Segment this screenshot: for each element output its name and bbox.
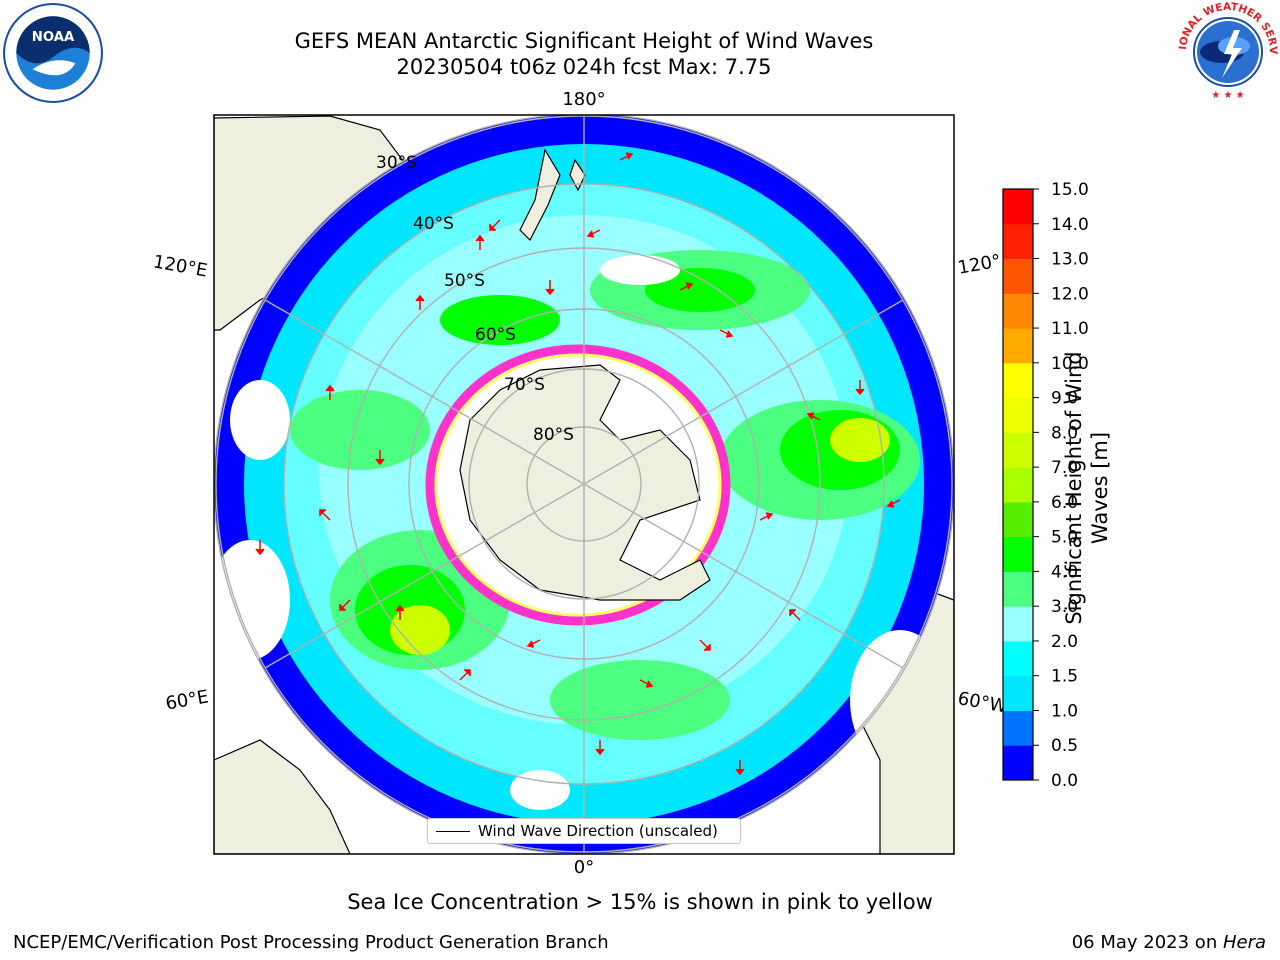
africa-land: [214, 739, 351, 854]
colorbar: [1003, 189, 1033, 781]
lon-label-180: 180°: [562, 89, 605, 110]
colorbar-tick-label: 6.0: [1051, 493, 1078, 513]
lon-label-60w: 60°W: [956, 688, 1009, 717]
colorbar-tick-label: 11.0: [1051, 319, 1089, 339]
colorbar-tick-label: 1.5: [1051, 667, 1078, 687]
colorbar-segment: [1003, 223, 1033, 260]
colorbar-segment: [1003, 745, 1033, 781]
colorbar-tick-label: 2.0: [1051, 632, 1078, 652]
colorbar-segment: [1003, 571, 1033, 607]
footer-machine: Hera: [1222, 932, 1266, 953]
noaa-logo-icon: NOAA: [3, 3, 103, 103]
colorbar-segment: [1003, 293, 1033, 329]
colorbar-tick-label: 0.0: [1051, 771, 1078, 791]
lat-label-40s: 40°S: [413, 214, 454, 234]
colorbar-segment: [1003, 467, 1033, 503]
chart-subtitle-forecast: 20230504 t06z 024h fcst Max: 7.75: [396, 55, 772, 79]
footer-date: 06 May 2023 on Hera: [1072, 932, 1266, 953]
colorbar-tick-label: 12.0: [1051, 284, 1089, 304]
lon-label-60e: 60°E: [164, 686, 210, 714]
colorbar-tick-label: 5.0: [1051, 528, 1078, 548]
colorbar-segment: [1003, 397, 1033, 433]
legend-label: Wind Wave Direction (unscaled): [478, 822, 718, 840]
colorbar-tick-label: 7.0: [1051, 458, 1078, 478]
colorbar-label-line1: Significant Height of Wind: [1062, 351, 1086, 625]
colorbar-tick-label: 3.0: [1051, 597, 1078, 617]
colorbar-segment: [1003, 501, 1033, 538]
lat-label-50s: 50°S: [444, 271, 485, 291]
colorbar-tick-label: 8.0: [1051, 423, 1078, 443]
colorbar-segment: [1003, 362, 1033, 399]
colorbar-segment: [1003, 328, 1033, 364]
colorbar-segment: [1003, 258, 1033, 294]
colorbar-segment: [1003, 432, 1033, 468]
wind-wave-arrows: [255, 152, 901, 776]
legend-line-swatch: [436, 831, 470, 832]
colorbar-tick-label: 10.0: [1051, 354, 1089, 374]
map-frame: [213, 114, 955, 855]
new-zealand-land: [519, 148, 586, 242]
colorbar-tick-label: 15.0: [1051, 180, 1089, 200]
colorbar-tick-label: 1.0: [1051, 701, 1078, 721]
lat-label-30s: 30°S: [376, 153, 417, 173]
colorbar-segment: [1003, 536, 1033, 572]
colorbar-tick-label: 0.5: [1051, 736, 1078, 756]
svg-text:★ ★ ★: ★ ★ ★: [1211, 90, 1244, 101]
colorbar-segment: [1003, 675, 1033, 711]
colorbar-label-line2: Waves [m]: [1088, 431, 1112, 545]
footer-branch: NCEP/EMC/Verification Post Processing Pr…: [13, 932, 609, 953]
colorbar-tick-label: 9.0: [1051, 389, 1078, 409]
map-legend: Wind Wave Direction (unscaled): [427, 818, 741, 844]
noaa-logo-text: NOAA: [32, 30, 75, 45]
colorbar-segment: [1003, 640, 1033, 677]
graticule: [215, 115, 953, 853]
colorbar-tick-label: 14.0: [1051, 215, 1089, 235]
nws-logo-icon: NATIONAL WEATHER SERVICE ★ ★ ★: [1176, 0, 1279, 102]
lat-label-70s: 70°S: [504, 375, 545, 395]
lon-label-0: 0°: [574, 857, 594, 878]
lat-label-80s: 80°S: [533, 425, 574, 445]
colorbar-segment: [1003, 606, 1033, 642]
lat-label-60s: 60°S: [475, 325, 516, 345]
colorbar-segment: [1003, 189, 1033, 225]
colorbar-tick-label: 4.0: [1051, 562, 1078, 582]
lon-label-120e: 120°E: [151, 251, 209, 281]
sea-ice-note: Sea Ice Concentration > 15% is shown in …: [347, 890, 933, 914]
lon-label-120w: 120°: [956, 251, 1002, 279]
sea-ice-ring: [425, 344, 731, 626]
colorbar-segment: [1003, 710, 1033, 746]
colorbar-tick-label: 13.0: [1051, 250, 1089, 270]
chart-title: GEFS MEAN Antarctic Significant Height o…: [294, 29, 874, 53]
footer-date-text: 06 May 2023 on: [1071, 932, 1223, 953]
